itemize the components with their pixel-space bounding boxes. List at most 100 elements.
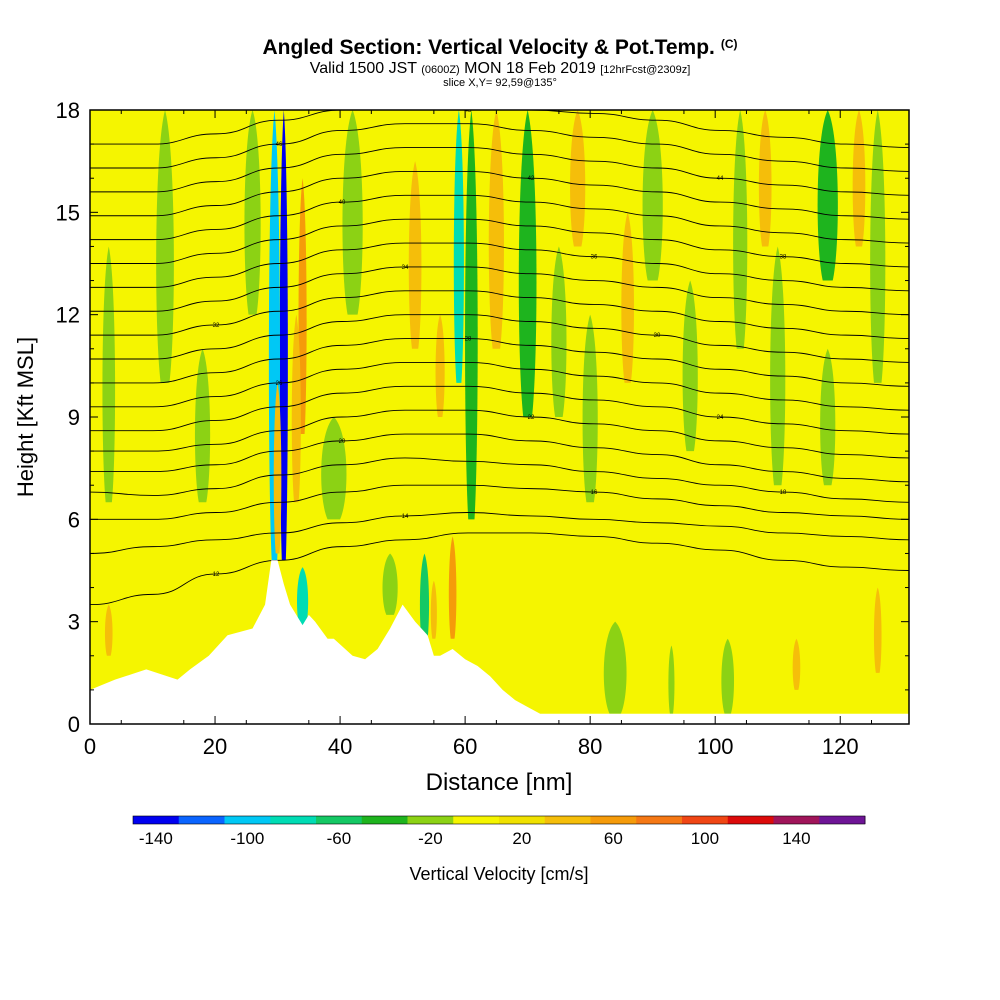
y-axis-label: Height [Kft MSL]	[13, 337, 38, 497]
x-tick-label: 100	[697, 734, 734, 759]
isentrope-line	[90, 484, 909, 520]
isentrope-label: 16	[591, 490, 598, 496]
isentrope-label: 42	[528, 176, 535, 182]
colorbar-bin	[453, 816, 500, 824]
terrain-mask	[90, 560, 909, 724]
isentrope-line	[90, 314, 909, 363]
colorbar-bin	[682, 816, 729, 824]
colorbar-bin	[407, 816, 454, 824]
isentrope-line	[90, 194, 909, 244]
isentrope-line	[90, 266, 909, 316]
velocity-feature	[298, 178, 307, 435]
colorbar-frame	[132, 815, 866, 825]
velocity-feature	[408, 161, 422, 349]
isentrope-line	[90, 242, 909, 292]
velocity-feature	[102, 246, 116, 503]
colorbar-bin	[773, 816, 820, 824]
y-tick-label: 0	[68, 712, 80, 737]
isentrope-label: 18	[780, 490, 787, 496]
isentrope-label: 20	[339, 439, 346, 445]
velocity-feature	[621, 212, 634, 383]
x-tick-label: 20	[203, 734, 227, 759]
x-tick-label: 60	[453, 734, 477, 759]
slice-info: slice X,Y= 92,59@135°	[443, 77, 557, 89]
isentrope-line	[90, 512, 909, 554]
valid-time: Valid 1500 JST (0600Z) MON 18 Feb 2019 […	[309, 60, 691, 77]
isentrope-line	[90, 123, 909, 172]
velocity-feature	[244, 110, 261, 315]
isentrope-label: 48	[465, 108, 472, 114]
velocity-feature	[642, 110, 663, 281]
isentrope-label: 36	[591, 255, 598, 261]
isentrope-label: 26	[276, 381, 283, 387]
velocity-feature	[321, 417, 347, 520]
isentrope-line	[90, 147, 909, 196]
y-tick-label: 3	[68, 610, 80, 635]
colorbar-tick-label: 100	[691, 829, 719, 848]
velocity-feature	[551, 246, 567, 417]
isentrope-line	[90, 409, 909, 459]
colorbar: -140 -100 -60 -20 20 60 100 140	[132, 815, 866, 848]
isentrope-label: 12	[213, 572, 220, 578]
colorbar-bin	[499, 816, 546, 824]
velocity-feature	[382, 553, 398, 615]
y-tick-label: 18	[56, 98, 80, 123]
y-tick-label: 12	[56, 303, 80, 328]
y-tick-label: 15	[56, 200, 80, 225]
velocity-feature	[682, 280, 698, 452]
isentrope-line	[90, 110, 909, 148]
colorbar-tick-label: 60	[604, 829, 623, 848]
colorbar-label: Vertical Velocity [cm/s]	[409, 864, 588, 884]
colorbar-bin	[224, 816, 271, 824]
colorbar-tick-label: -140	[139, 829, 173, 848]
vertical-velocity-field	[102, 110, 886, 714]
isentrope-label: 14	[402, 514, 409, 520]
velocity-feature	[570, 110, 586, 247]
velocity-feature	[194, 348, 211, 503]
velocity-feature	[448, 536, 457, 639]
isentrope-line	[90, 385, 909, 435]
isentrope-contours: 12 14 16 18 20 22 24 26 28 30 32 34 36 38 40 42 44 46 48	[90, 108, 909, 606]
velocity-feature	[435, 314, 445, 417]
x-tick-label: 80	[578, 734, 602, 759]
colorbar-bin	[590, 816, 637, 824]
isentrope-label: 46	[276, 142, 283, 148]
y-tick-label: 9	[68, 405, 80, 430]
velocity-feature	[721, 638, 735, 714]
isentrope-line	[90, 361, 909, 411]
colorbar-bin	[544, 816, 591, 824]
isentrope-line	[90, 290, 909, 339]
velocity-feature	[870, 110, 886, 383]
isentrope-line	[90, 532, 909, 606]
isentrope-line	[90, 218, 909, 268]
velocity-feature	[820, 348, 836, 486]
velocity-feature	[582, 314, 598, 503]
velocity-feature	[758, 110, 772, 247]
x-tick-label: 120	[822, 734, 859, 759]
colorbar-tick-label: 20	[512, 829, 531, 848]
velocity-feature	[770, 246, 786, 486]
isentrope-label: 40	[339, 200, 346, 206]
isentrope-label: 22	[528, 415, 535, 421]
isentrope-line	[90, 433, 909, 483]
isentrope-label: 38	[780, 255, 787, 261]
isentrope-label: 34	[402, 265, 409, 271]
isentrope-line	[90, 338, 909, 387]
velocity-feature	[273, 382, 282, 554]
isentrope-label: 28	[465, 337, 472, 343]
isentrope-label: 30	[654, 333, 661, 339]
isentrope-label: 44	[717, 176, 724, 182]
velocity-feature	[419, 553, 430, 646]
velocity-feature	[342, 110, 363, 315]
velocity-feature	[104, 604, 113, 656]
colorbar-tick-label: -60	[327, 829, 352, 848]
chart-title: Angled Section: Vertical Velocity & Pot.…	[262, 36, 738, 59]
colorbar-tick-label: 140	[782, 829, 810, 848]
velocity-feature	[518, 110, 537, 417]
velocity-feature	[792, 638, 801, 690]
colorbar-bin	[361, 816, 408, 824]
velocity-feature	[603, 621, 627, 714]
colorbar-bin	[133, 816, 180, 824]
